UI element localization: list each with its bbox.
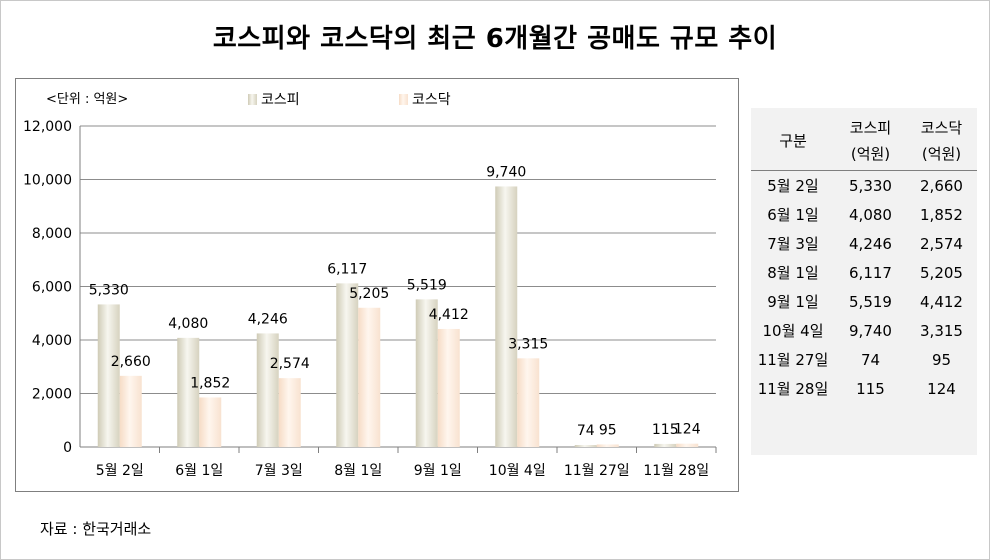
- legend-label-kospi: 코스피: [261, 92, 300, 108]
- page-title: 코스피와 코스닥의 최근 6개월간 공매도 규모 추이: [212, 24, 778, 54]
- x-tick-label: 7월 3일: [255, 463, 303, 479]
- bar-kosdaq: [437, 328, 460, 447]
- data-label-kospi: 74: [577, 423, 595, 439]
- data-label-kospi: 9,740: [486, 164, 526, 180]
- data-label-kosdaq: 1,852: [190, 375, 230, 391]
- table-row: 7월 3일 4,246 2,574: [751, 229, 977, 258]
- bar-kospi: [495, 186, 518, 447]
- legend-label-kosdaq: 코스닥: [412, 92, 451, 108]
- unit-label: <단위 : 억원>: [46, 92, 128, 107]
- data-label-kosdaq: 4,412: [429, 307, 469, 323]
- bar-kosdaq: [358, 307, 381, 447]
- data-label-kospi: 4,080: [168, 316, 208, 332]
- bar-kosdaq: [119, 375, 142, 447]
- legend-swatch-kosdaq: [399, 94, 408, 105]
- table-cell-date: 11월 27일: [757, 351, 829, 369]
- table-cell-kosdaq: 1,852: [920, 205, 963, 224]
- data-label-kosdaq: 95: [599, 422, 617, 438]
- y-tick-label: 4,000: [32, 333, 72, 349]
- table-row: 8월 1일 6,117 5,205: [751, 258, 977, 287]
- table-cell-kosdaq: 3,315: [920, 321, 963, 340]
- table-cell-kospi: 5,330: [849, 176, 892, 195]
- table-cell-date: 9월 1일: [767, 293, 819, 311]
- data-label-kosdaq: 2,660: [111, 354, 151, 370]
- table-cell-kospi: 9,740: [849, 321, 892, 340]
- table-row: 10월 4일 9,740 3,315: [751, 316, 977, 345]
- table-header-kosdaq: 코스닥 (억원): [906, 108, 977, 171]
- table-cell-kosdaq: 2,660: [920, 176, 963, 195]
- table-row: 5월 2일 5,330 2,660: [751, 171, 977, 201]
- bar-kospi: [256, 333, 279, 447]
- data-label-kospi: 5,330: [89, 282, 129, 298]
- x-tick-label: 6월 1일: [175, 463, 223, 479]
- bar-kospi: [336, 283, 359, 447]
- x-tick-label: 10월 4일: [489, 463, 546, 479]
- source-note: 자료 : 한국거래소: [40, 520, 152, 538]
- legend-swatch-kospi: [248, 94, 257, 105]
- table-cell-kosdaq: 124: [927, 379, 956, 398]
- table-cell-kospi: 115: [856, 379, 885, 398]
- table-cell-kospi: 74: [860, 350, 881, 369]
- table-cell-kosdaq: 5,205: [920, 263, 963, 282]
- table-cell-kospi: 6,117: [849, 263, 892, 282]
- table-cell-kosdaq: 95: [931, 350, 952, 369]
- table-cell-kospi: 5,519: [849, 292, 892, 311]
- table-cell-date: 5월 2일: [767, 177, 819, 195]
- data-table-panel: 구분 코스피 (억원) 코스닥 (억원) 5월 2일 5,330 2,660 6월 …: [751, 108, 977, 455]
- y-tick-label: 8,000: [32, 226, 72, 242]
- x-tick-label: 11월 28일: [643, 463, 709, 479]
- x-tick-label: 8월 1일: [334, 463, 382, 479]
- table-header-kospi: 코스피 (억원): [835, 108, 906, 171]
- data-label-kospi: 6,117: [327, 261, 367, 277]
- table-header-kosdaq-name: 코스닥: [920, 119, 963, 137]
- bar-chart: <단위 : 억원> 코스피 코스닥 0 2,000 4,000 6,000 8,000 1…: [15, 78, 739, 492]
- x-tick-label: 5월 2일: [96, 463, 144, 479]
- y-tick-label: 2,000: [32, 387, 72, 403]
- table-cell-date: 11월 28일: [757, 380, 829, 398]
- table-row: 6월 1일 4,080 1,852: [751, 200, 977, 229]
- data-label-kosdaq: 5,205: [349, 286, 389, 302]
- data-label-kosdaq: 124: [674, 422, 701, 438]
- data-label-kospi: 5,519: [407, 277, 447, 293]
- y-tick-label: 0: [63, 440, 72, 456]
- x-tick-label: 9월 1일: [414, 463, 462, 479]
- bar-kospi: [654, 443, 677, 447]
- table-row: 11월 27일 74 95: [751, 345, 977, 374]
- data-table: 구분 코스피 (억원) 코스닥 (억원) 5월 2일 5,330 2,660 6월 …: [751, 108, 977, 403]
- data-label-kosdaq: 3,315: [508, 336, 548, 352]
- table-row: 11월 28일 115 124: [751, 374, 977, 403]
- table-cell-date: 10월 4일: [762, 322, 824, 340]
- bar-kosdaq: [517, 358, 540, 447]
- table-cell-date: 6월 1일: [767, 206, 819, 224]
- bar-kosdaq: [596, 444, 619, 447]
- table-cell-kosdaq: 2,574: [920, 234, 963, 253]
- bar-kospi: [415, 299, 438, 447]
- chart-svg: <단위 : 억원> 코스피 코스닥 0 2,000 4,000 6,000 8,000 1…: [23, 92, 717, 479]
- bar-kospi: [177, 337, 200, 447]
- bar-kosdaq: [676, 443, 699, 447]
- table-cell-date: 8월 1일: [767, 264, 819, 282]
- table-header-kosdaq-unit: (억원): [921, 145, 962, 163]
- data-label-kosdaq: 2,574: [270, 356, 310, 372]
- table-header-kospi-unit: (억원): [850, 145, 891, 163]
- bar-kosdaq: [278, 378, 301, 447]
- y-tick-label: 12,000: [23, 119, 72, 135]
- y-tick-label: 10,000: [23, 173, 72, 189]
- x-tick-label: 11월 27일: [564, 463, 630, 479]
- table-cell-kospi: 4,246: [849, 234, 892, 253]
- table-cell-kospi: 4,080: [849, 205, 892, 224]
- data-label-kospi: 4,246: [248, 311, 288, 327]
- table-header-row: 구분 코스피 (억원) 코스닥 (억원): [751, 108, 977, 171]
- table-header-kospi-name: 코스피: [849, 119, 892, 137]
- table-cell-kosdaq: 4,412: [920, 292, 963, 311]
- bar-kospi: [97, 304, 120, 447]
- bar-kospi: [574, 445, 597, 447]
- data-label-kospi: 115: [652, 422, 679, 438]
- table-header-category: 구분: [751, 108, 835, 171]
- y-tick-label: 6,000: [32, 280, 72, 296]
- bar-kosdaq: [199, 397, 222, 447]
- table-cell-date: 7월 3일: [767, 235, 819, 253]
- table-row: 9월 1일 5,519 4,412: [751, 287, 977, 316]
